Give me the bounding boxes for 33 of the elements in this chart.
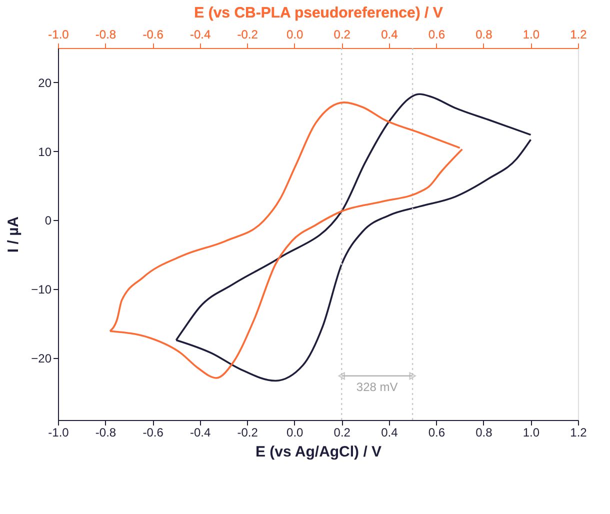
x2-tick-label: -0.6 bbox=[142, 28, 164, 42]
x2-tick-label: 0.4 bbox=[381, 28, 398, 42]
y-tick-label: −10 bbox=[31, 282, 52, 297]
x-tick-label: -1.0 bbox=[48, 426, 70, 440]
x-axis-title: E (vs Ag/AgCl) / V bbox=[255, 444, 382, 460]
x2-tick-label: 0.8 bbox=[476, 28, 493, 42]
y-axis-title: I / µA bbox=[5, 216, 22, 253]
x2-tick-label: 0.0 bbox=[286, 28, 304, 42]
x-tick-label: -0.6 bbox=[142, 426, 164, 440]
x2-tick-label: 1.0 bbox=[522, 28, 540, 42]
x-tick-label: 1.0 bbox=[522, 426, 540, 440]
annotation: 328 mV bbox=[356, 380, 398, 394]
x-tick-label: 1.2 bbox=[570, 426, 588, 440]
x-tick-label: -0.4 bbox=[190, 426, 211, 440]
x2-axis-title: E (vs CB-PLA pseudoreference) / V bbox=[194, 4, 443, 22]
x-tick-label: 0.6 bbox=[428, 426, 446, 440]
x2-tick-label: -0.4 bbox=[190, 28, 211, 42]
x-tick-label: -0.2 bbox=[237, 426, 258, 440]
x-tick-label: 0.2 bbox=[334, 426, 351, 440]
y-tick-label: −20 bbox=[31, 352, 52, 366]
x2-tick-label: -0.8 bbox=[95, 28, 116, 42]
x2-tick-label: -1.0 bbox=[48, 28, 70, 42]
x-tick-label: 0.8 bbox=[476, 426, 493, 440]
x2-tick-label: 1.2 bbox=[570, 28, 588, 42]
x2-tick-label: 0.2 bbox=[334, 28, 351, 42]
x2-tick-label: -0.2 bbox=[237, 28, 258, 42]
x2-tick-label: 0.6 bbox=[428, 28, 446, 42]
y-tick-label: 10 bbox=[38, 144, 52, 159]
y-tick-label: 20 bbox=[38, 76, 52, 90]
y-tick-label: 0 bbox=[44, 214, 52, 228]
x-tick-label: 0.0 bbox=[286, 426, 304, 440]
x-tick-label: -0.8 bbox=[95, 426, 116, 440]
x-tick-label: 0.4 bbox=[381, 426, 398, 440]
